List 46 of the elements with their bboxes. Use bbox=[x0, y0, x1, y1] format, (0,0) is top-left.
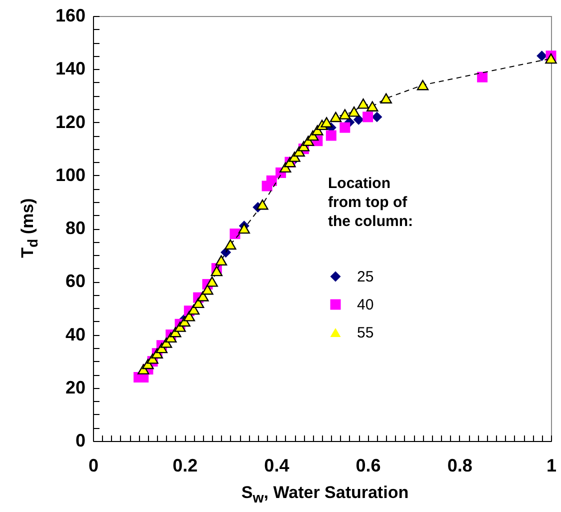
point bbox=[366, 101, 378, 112]
point bbox=[348, 106, 360, 117]
point bbox=[224, 239, 236, 250]
point bbox=[197, 291, 209, 302]
legend-label: 55 bbox=[357, 324, 374, 342]
point bbox=[330, 112, 342, 122]
y-tick-label: 120 bbox=[55, 112, 86, 132]
legend-label: 40 bbox=[357, 296, 374, 314]
x-tick-label: 0.4 bbox=[264, 456, 290, 476]
point bbox=[340, 122, 350, 133]
x-axis-title: S$_{w}$, Water Saturation bbox=[241, 483, 409, 506]
point bbox=[320, 117, 332, 128]
point bbox=[416, 80, 429, 90]
y-tick-label: 20 bbox=[65, 377, 86, 398]
point bbox=[362, 112, 374, 122]
point bbox=[477, 72, 488, 82]
x-tick-label: 0.8 bbox=[447, 456, 472, 476]
point bbox=[339, 109, 351, 120]
point bbox=[357, 98, 370, 109]
point bbox=[206, 276, 218, 287]
point bbox=[210, 266, 223, 276]
y-tick-label: 40 bbox=[65, 324, 86, 344]
x-tick-label: 1 bbox=[546, 456, 557, 476]
point bbox=[183, 311, 196, 322]
point bbox=[380, 93, 392, 104]
x-tick-label: 0.6 bbox=[356, 456, 381, 476]
point bbox=[202, 284, 214, 295]
legend-title: Location from top of the column: bbox=[328, 175, 413, 230]
point bbox=[215, 255, 228, 266]
point bbox=[256, 199, 268, 210]
y-tick-label: 160 bbox=[55, 6, 86, 26]
y-tick-label: 60 bbox=[65, 271, 86, 292]
x-tick-label: 0 bbox=[88, 456, 99, 476]
y-tick-label: 0 bbox=[75, 430, 86, 450]
point bbox=[266, 175, 277, 186]
point bbox=[326, 130, 336, 141]
y-tick-label: 140 bbox=[55, 58, 86, 79]
legend-label: 25 bbox=[357, 268, 374, 286]
y-tick-label: 80 bbox=[65, 218, 86, 238]
point bbox=[372, 112, 382, 122]
point bbox=[230, 228, 240, 240]
point bbox=[545, 53, 557, 64]
x-tick-label: 0.2 bbox=[172, 456, 198, 476]
point bbox=[536, 50, 548, 62]
y-tick-label: 100 bbox=[55, 164, 86, 185]
point bbox=[238, 223, 250, 234]
